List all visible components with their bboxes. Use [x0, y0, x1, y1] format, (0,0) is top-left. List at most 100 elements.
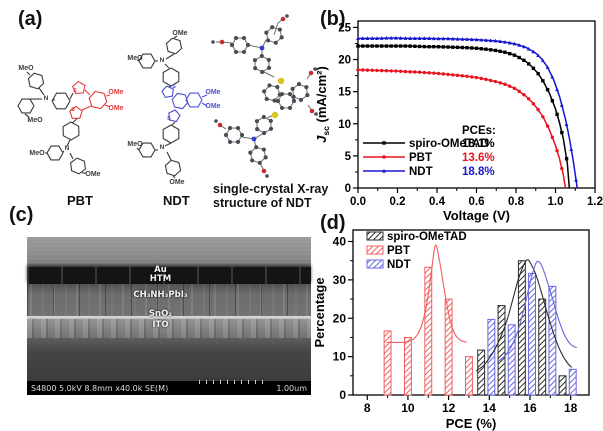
- ring-bond: [168, 109, 181, 123]
- bond: [164, 63, 170, 69]
- data-marker: [550, 135, 555, 140]
- carbon-atom: [235, 125, 241, 131]
- data-marker: [389, 69, 393, 73]
- data-marker: [413, 70, 417, 74]
- data-marker: [531, 66, 536, 71]
- legend-swatch: [366, 259, 384, 269]
- methoxy-label: OMe: [205, 89, 220, 96]
- pce-histogram-chart: 8 10 12 14 16 18 PCE (%) 0 10 20 30 40 Percentage spi…: [312, 229, 590, 431]
- data-marker: [394, 69, 398, 73]
- data-marker: [493, 38, 498, 43]
- data-marker: [503, 82, 507, 86]
- carbon-atom: [298, 97, 304, 103]
- data-marker: [432, 71, 436, 75]
- bond: [84, 89, 91, 96]
- carbon-atom: [275, 84, 280, 90]
- bond: [62, 150, 65, 153]
- sem-label-sno2: SnO₂: [148, 309, 173, 319]
- data-marker: [545, 124, 550, 128]
- ring-bond: [46, 145, 64, 161]
- sem-cross-section-image: Au HTM CH₃NH₃PbI₃ SnO₂ ITO S4800 5.0kV 8…: [27, 237, 311, 395]
- carbon-atom: [257, 160, 262, 165]
- sem-status-text: S4800 5.0kV 8.8mm x40.0k SE(M): [31, 384, 169, 393]
- methoxy-label: OMe: [172, 30, 187, 37]
- histogram-bar: [538, 298, 547, 396]
- x-tick-label: 0.8: [508, 196, 525, 208]
- x-axis-title: Voltage (V): [443, 208, 510, 223]
- x-axis-title: PCE (%): [446, 416, 497, 431]
- ring-bond: [51, 92, 71, 110]
- data-marker: [398, 69, 403, 74]
- carbon-atom: [254, 119, 260, 124]
- sem-perovskite-layer: [27, 284, 311, 316]
- data-marker: [526, 62, 531, 66]
- bond: [104, 104, 111, 108]
- data-marker: [469, 37, 474, 42]
- ring-bond: [162, 124, 180, 144]
- data-marker: [380, 68, 384, 73]
- histogram-bar: [424, 266, 433, 396]
- x-tick-label: 0.4: [429, 196, 446, 208]
- carbon-atom: [229, 42, 235, 48]
- data-marker: [536, 53, 541, 58]
- data-marker: [550, 99, 555, 103]
- pbt-structure-drawing: N N S S MeO MeO MeO OMe OMe OMe: [17, 65, 124, 178]
- data-marker: [394, 35, 398, 40]
- sem-top-surface-layer: [27, 237, 311, 267]
- carbon-atom: [241, 35, 247, 41]
- data-marker: [380, 44, 384, 48]
- carbon-atom: [268, 118, 273, 123]
- data-marker: [560, 130, 564, 135]
- data-marker: [550, 74, 555, 79]
- carbon-atom: [250, 158, 255, 163]
- sulfur-atom: [271, 111, 279, 119]
- legend-series-label: NDT: [387, 259, 411, 271]
- sem-au-htm-layer: [27, 267, 311, 284]
- y-tick-label: 15: [338, 87, 351, 99]
- data-marker: [389, 35, 394, 40]
- series-PBT: [356, 68, 567, 189]
- data-marker: [484, 38, 488, 42]
- data-marker: [365, 44, 370, 48]
- series-NDT: [356, 35, 578, 189]
- methoxy-label: MeO: [29, 150, 45, 157]
- data-marker: [493, 48, 498, 53]
- oxygen-atom: [217, 122, 223, 128]
- legend-pce-value: 18.8%: [462, 166, 495, 178]
- carbon-atom: [248, 150, 253, 155]
- data-marker: [413, 44, 417, 48]
- data-marker: [455, 73, 460, 78]
- carbon-atom: [265, 174, 269, 178]
- sem-scale-label: 1.00um: [276, 384, 307, 393]
- x-tick-label: 1.2: [587, 196, 603, 208]
- carbon-atom: [235, 139, 241, 145]
- carbon-atom: [290, 86, 295, 91]
- carbon-atom: [239, 132, 245, 138]
- carbon-atom: [214, 119, 218, 123]
- data-marker: [564, 157, 569, 161]
- methoxy-label: MeO: [27, 117, 43, 124]
- data-marker: [498, 39, 503, 44]
- data-marker: [384, 44, 389, 48]
- atom-label: N: [44, 95, 49, 102]
- data-marker: [526, 46, 531, 51]
- atom-label: N: [160, 57, 165, 64]
- carbon-atom: [245, 42, 251, 48]
- carbon-atom: [270, 25, 275, 30]
- carbon-atom: [254, 145, 259, 150]
- y-axis-title: Jsc (mA/cm²): [314, 66, 331, 143]
- ring-bond: [171, 92, 189, 110]
- histogram-bar: [517, 260, 526, 396]
- x-tick-label: 12: [442, 401, 456, 415]
- data-marker: [382, 168, 386, 173]
- sem-label-au: Au: [154, 265, 167, 275]
- data-marker: [498, 49, 502, 54]
- carbon-atom: [313, 67, 317, 71]
- data-marker: [522, 58, 526, 63]
- data-marker: [531, 49, 536, 54]
- sem-label-ito: ITO: [152, 320, 169, 330]
- histogram-bar: [507, 324, 516, 396]
- data-marker: [389, 44, 393, 48]
- carbon-atom: [253, 66, 258, 71]
